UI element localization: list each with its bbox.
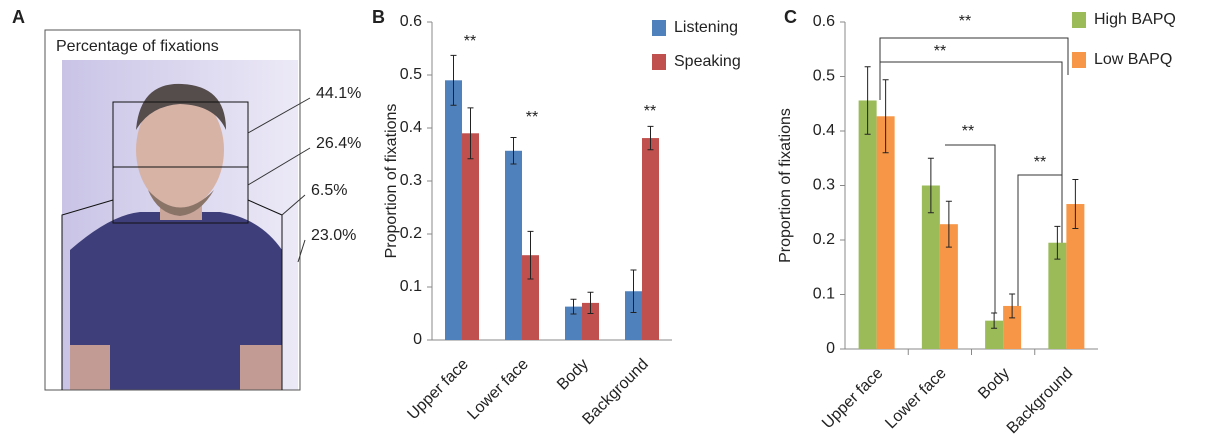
error-bar [1072,179,1079,230]
legend-label: High BAPQ [1094,11,1176,28]
error-bar [527,230,534,280]
bar [1066,204,1085,349]
error-bar [864,66,871,135]
bar [921,185,940,349]
x-tick-label: Body [975,365,1013,403]
y-tick-label: 0.3 [400,172,422,189]
legend-label: Speaking [674,53,741,70]
y-tick-label: 0 [826,340,835,357]
significance-bracket [879,37,1069,100]
significance-label: ** [1034,154,1046,171]
panel-letter: B [372,7,385,27]
x-tick-label: Background [1004,365,1076,437]
y-tick-label: 0.2 [400,225,422,242]
legend-swatch [652,54,666,70]
bar [876,116,895,349]
x-tick-label: Upper face [404,356,471,423]
leader-line [281,194,306,216]
error-bar [1054,225,1061,260]
error-bar [1009,293,1016,319]
value-label: 6.5% [311,182,347,199]
significance-label: ** [934,43,946,60]
significance-label: ** [464,33,476,50]
bar [985,320,1004,349]
significance-label: ** [962,123,974,140]
significance-label: ** [526,109,538,126]
error-bar [587,291,594,314]
panel-letter: C [784,7,797,27]
image-title: Percentage of fixations [56,38,219,55]
bar [939,224,958,349]
error-bar [510,137,517,165]
y-tick-label: 0 [413,331,422,348]
y-axis-title: Proportion of fixations [777,108,794,263]
legend-label: Listening [674,19,738,36]
significance-label: ** [959,13,971,30]
error-bar [945,200,952,248]
y-tick-label: 0.5 [400,66,422,83]
bar [858,100,877,349]
leader-line [247,97,311,134]
y-tick-label: 0.3 [813,177,835,194]
error-bar [927,157,934,214]
bar [565,306,582,340]
photo [44,29,301,391]
legend-swatch [1072,12,1086,28]
error-bar [647,125,654,151]
legend-swatch [652,20,666,36]
bar [582,302,599,340]
y-tick-label: 0.6 [400,13,422,30]
x-tick-label: Lower face [882,365,949,432]
legend-swatch [1072,52,1086,68]
value-label: 23.0% [311,227,356,244]
panel-letter: A [12,7,25,27]
bar [522,255,539,340]
y-tick-label: 0.5 [813,68,835,85]
value-label: 44.1% [316,85,361,102]
legend-label: Low BAPQ [1094,51,1172,68]
y-tick-label: 0.6 [813,13,835,30]
error-bar [467,107,474,160]
y-tick-label: 0.4 [813,122,835,139]
bar [445,80,462,341]
y-tick-label: 0.1 [400,278,422,295]
error-bar [570,298,577,315]
x-tick-label: Lower face [464,356,531,423]
x-tick-label: Body [554,356,592,394]
bar [505,150,522,340]
bar [462,133,479,340]
significance-bracket [945,144,996,313]
value-label: 26.4% [316,135,361,152]
error-bar [630,269,637,313]
error-bar [882,79,889,154]
bar [1003,305,1022,349]
error-bar [991,312,998,329]
y-tick-label: 0.2 [813,231,835,248]
leader-line [247,147,311,186]
leader-line [297,239,306,263]
y-axis-title: Proportion of fixations [383,104,400,259]
bar [1048,242,1067,349]
y-tick-label: 0.1 [813,286,835,303]
x-tick-label: Upper face [819,365,886,432]
bar [625,291,642,340]
error-bar [450,54,457,106]
y-tick-label: 0.4 [400,119,422,136]
significance-label: ** [644,103,656,120]
bar [642,138,659,340]
